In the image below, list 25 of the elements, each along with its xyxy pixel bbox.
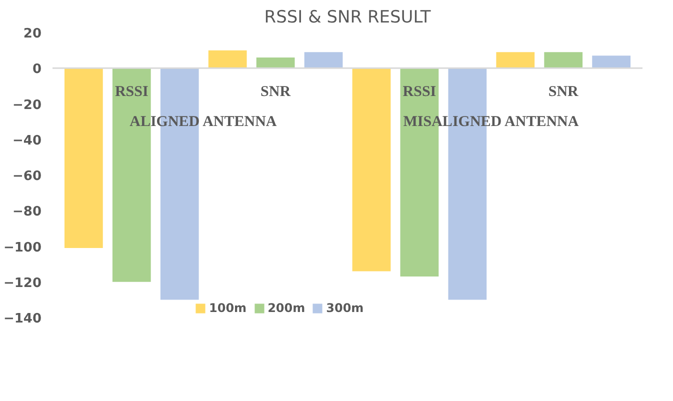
x-tick-label: SNR <box>260 84 291 100</box>
x-tick-label: SNR <box>548 84 579 100</box>
bar <box>304 52 343 68</box>
y-tick-label: −60 <box>12 169 42 184</box>
y-tick-label: −20 <box>12 98 42 113</box>
legend-label: 300m <box>326 301 364 315</box>
y-tick-label: 0 <box>32 62 42 78</box>
y-tick-label: −80 <box>12 204 42 220</box>
legend-label: 200m <box>268 301 306 315</box>
y-tick-label: 20 <box>23 26 42 42</box>
bar <box>496 52 535 68</box>
bar <box>256 57 295 68</box>
bar <box>352 68 391 272</box>
x-tick-label: RSSI <box>114 84 148 100</box>
y-tick-label: −100 <box>3 240 42 256</box>
bar <box>544 52 583 68</box>
chart-title: RSSI & SNR RESULT <box>264 8 432 28</box>
bar <box>208 50 247 68</box>
bar <box>64 68 103 248</box>
legend-label: 100m <box>209 301 247 315</box>
y-tick-label: −120 <box>3 276 42 291</box>
y-tick-label: −40 <box>12 133 42 148</box>
x-tick-label: RSSI <box>402 84 436 100</box>
bar <box>592 56 631 68</box>
y-tick-label: −140 <box>3 312 42 326</box>
